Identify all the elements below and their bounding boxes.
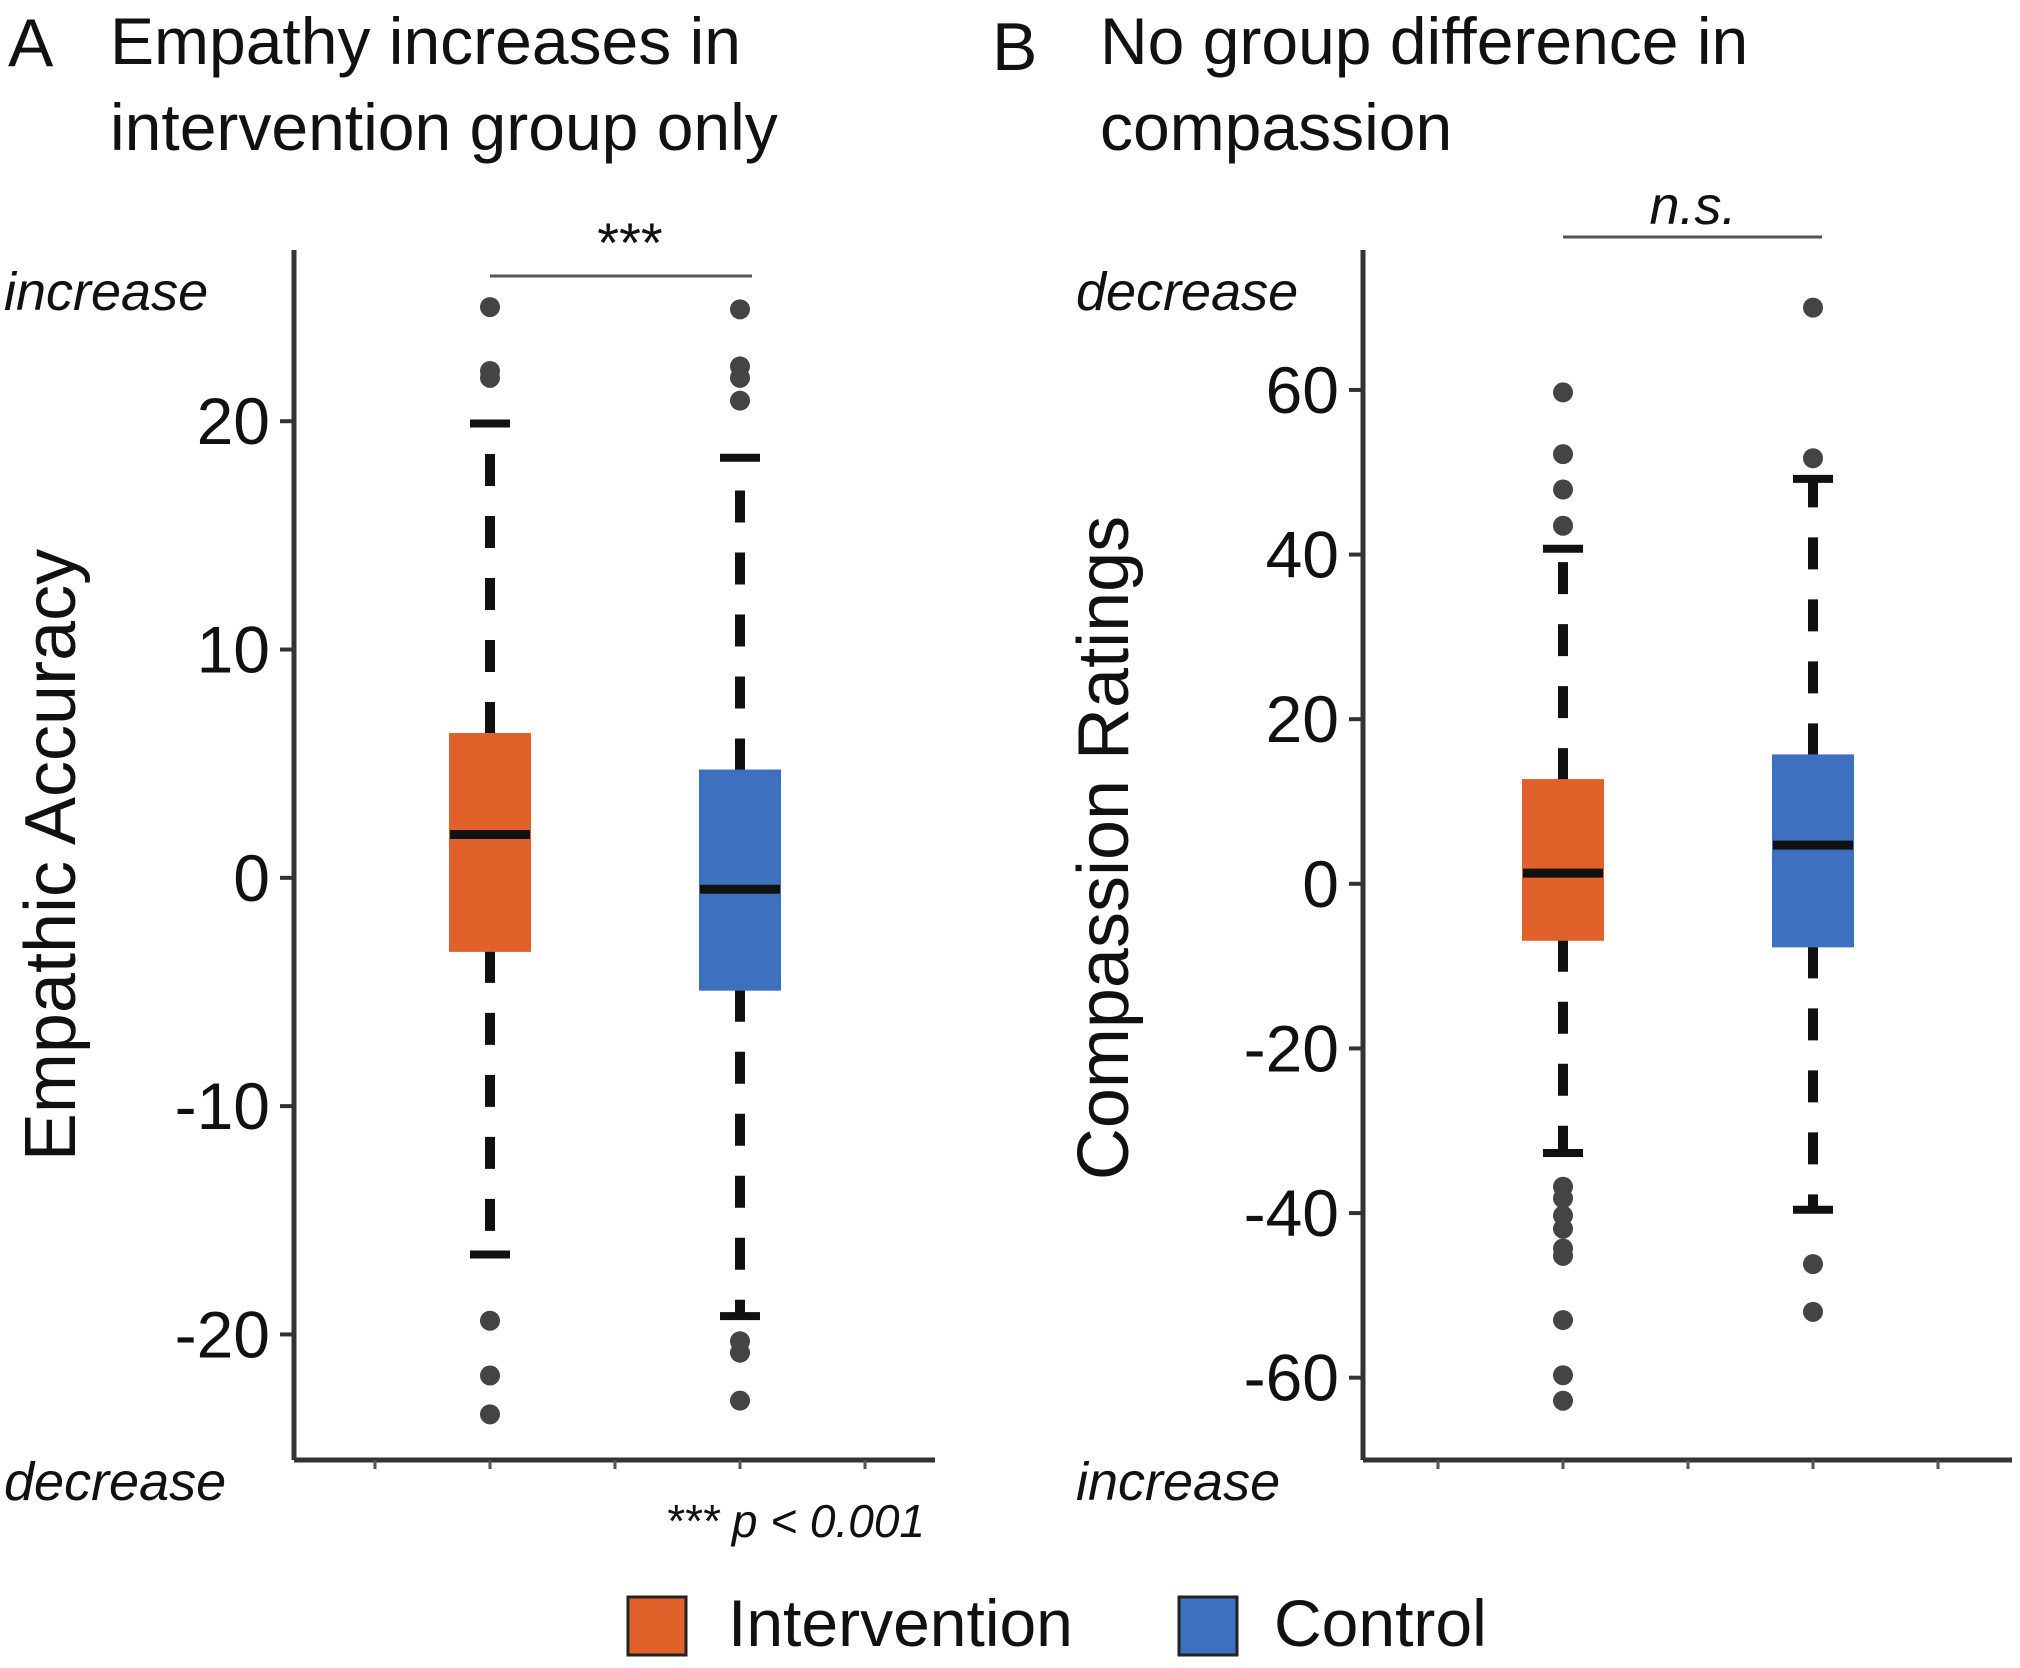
panel-b-y-tick-label: 20 xyxy=(1266,682,1339,756)
panel-a-letter: A xyxy=(8,5,54,81)
panel-b-plot-area xyxy=(1522,297,1854,1411)
panel-b-y-axis-label: Compassion Ratings xyxy=(1064,516,1144,1180)
panel-b-y-tick-label: -20 xyxy=(1244,1011,1339,1085)
panel-a-direction-top: increase xyxy=(4,262,208,322)
panel-b-intervention-outlier xyxy=(1553,1310,1573,1331)
legend-swatch-control xyxy=(1177,1595,1239,1657)
panel-a-y-tick-label: -20 xyxy=(175,1297,270,1371)
panel-b-y-tick-label: 40 xyxy=(1266,518,1339,592)
panel-b-intervention-outlier xyxy=(1553,1188,1573,1209)
panel-b-significance-label: n.s. xyxy=(1649,176,1736,236)
panel-a-footnote: *** p < 0.001 xyxy=(665,1495,925,1547)
panel-a-y-tick-label: 10 xyxy=(197,613,270,687)
panel-a-title-line2: intervention group only xyxy=(110,90,778,164)
panel-a: A Empathy increases in intervention grou… xyxy=(4,4,935,1547)
panel-a-y-tick-label: -10 xyxy=(175,1069,270,1143)
legend-label-intervention: Intervention xyxy=(728,1586,1073,1660)
panel-b-control-box xyxy=(1772,754,1854,948)
panel-b-intervention-outlier xyxy=(1553,444,1573,465)
panel-a-intervention-outlier xyxy=(480,1365,500,1386)
panel-a-significance-label: *** xyxy=(597,211,662,274)
panel-a-control-outlier xyxy=(730,1342,750,1363)
panel-a-control-outlier xyxy=(730,390,750,411)
panel-b-control-outlier xyxy=(1803,448,1823,469)
panel-b-intervention-outlier xyxy=(1553,1245,1573,1266)
panel-b-intervention-outlier xyxy=(1553,1390,1573,1411)
panel-a-intervention-box xyxy=(449,733,531,952)
panel-b-control-outlier xyxy=(1803,1301,1823,1322)
panel-b-direction-bottom: increase xyxy=(1076,1452,1280,1512)
panel-b-y-tick-label: -60 xyxy=(1244,1341,1339,1415)
panel-b-x-ticks xyxy=(1436,1460,1940,1469)
panel-b-y-ticks: -60 -40 -20 0 20 40 60 xyxy=(1244,353,1363,1415)
panel-a-intervention-outlier xyxy=(480,1310,500,1331)
legend-label-control: Control xyxy=(1274,1586,1487,1660)
panel-b-direction-top: decrease xyxy=(1076,262,1298,322)
panel-b: B No group difference in compassion decr… xyxy=(992,4,2012,1512)
panel-a-y-tick-label: 0 xyxy=(233,841,270,915)
panel-b-title-line1: No group difference in xyxy=(1100,4,1748,78)
panel-b-intervention-outlier xyxy=(1553,479,1573,500)
panel-b-letter: B xyxy=(992,9,1037,85)
panel-a-intervention-outlier xyxy=(480,297,500,318)
panel-b-intervention-outlier xyxy=(1553,1365,1573,1386)
panel-a-control-outlier xyxy=(730,1390,750,1411)
panel-b-title-line2: compassion xyxy=(1100,90,1452,164)
legend-swatch-intervention xyxy=(626,1595,688,1657)
panel-a-plot-area xyxy=(449,297,781,1425)
panel-a-control-box xyxy=(699,769,781,991)
panel-b-control-outlier xyxy=(1803,297,1823,318)
panel-b-y-tick-label: 0 xyxy=(1302,847,1339,921)
panel-a-intervention-outlier xyxy=(480,1404,500,1425)
panel-b-intervention-box xyxy=(1522,779,1604,941)
panel-a-y-ticks: -20 -10 0 10 20 xyxy=(175,384,294,1371)
panel-a-x-ticks xyxy=(373,1460,867,1469)
panel-a-title-line1: Empathy increases in xyxy=(110,4,741,78)
panel-a-y-tick-label: 20 xyxy=(197,384,270,458)
panel-b-control-outlier xyxy=(1803,1254,1823,1275)
panel-b-intervention-outlier xyxy=(1553,382,1573,403)
panel-b-y-tick-label: -40 xyxy=(1244,1176,1339,1250)
panel-a-control-outlier xyxy=(730,367,750,388)
panel-b-intervention-outlier xyxy=(1553,515,1573,536)
panel-a-direction-bottom: decrease xyxy=(4,1452,226,1512)
panel-a-control-outlier xyxy=(730,299,750,320)
panel-a-y-axis-label: Empathic Accuracy xyxy=(11,549,91,1161)
panel-b-intervention-outlier xyxy=(1553,1218,1573,1239)
panel-a-intervention-outlier xyxy=(480,367,500,388)
panel-b-y-tick-label: 60 xyxy=(1266,353,1339,427)
legend: Intervention Control xyxy=(626,1586,1487,1660)
